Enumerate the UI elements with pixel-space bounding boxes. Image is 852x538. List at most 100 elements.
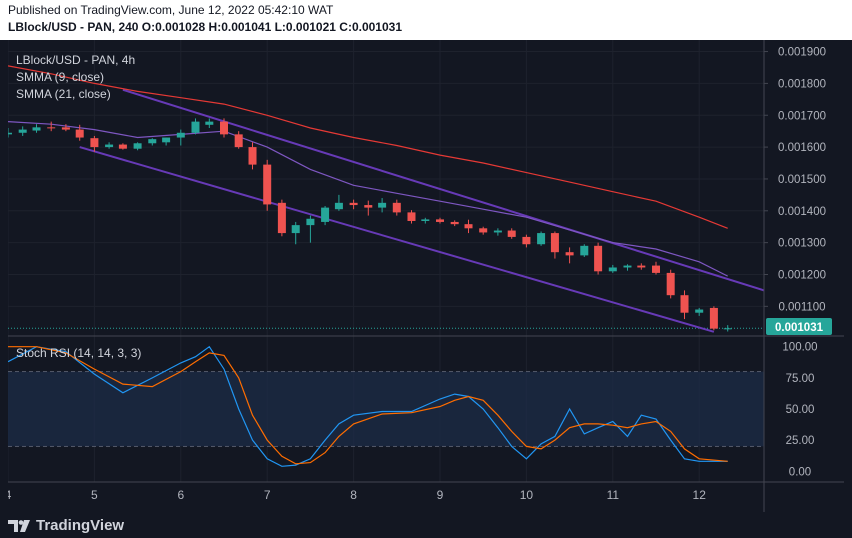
- x-tick-label: 6: [177, 488, 184, 502]
- candle-body: [32, 127, 41, 131]
- rsi-tick-label: 25.00: [786, 435, 815, 447]
- candle-body: [680, 295, 689, 313]
- candle-body: [90, 138, 99, 148]
- candle-body: [695, 309, 704, 313]
- candle-body: [464, 224, 473, 229]
- legend-symbol: LBlock/USD - PAN, 4h: [16, 53, 135, 67]
- candle-body: [364, 205, 373, 208]
- candle-body: [392, 202, 401, 213]
- candle-body: [565, 252, 574, 256]
- x-tick-label: 8: [350, 488, 357, 502]
- x-tick-label: 9: [437, 488, 444, 502]
- candle-body: [666, 272, 675, 296]
- publish-header: Published on TradingView.com, June 12, 2…: [0, 0, 852, 40]
- candle-body: [234, 134, 243, 148]
- candle-body: [162, 137, 171, 143]
- y-tick-label: 0.001500: [778, 174, 826, 186]
- x-tick-label: 11: [607, 488, 620, 502]
- candle-body: [537, 233, 546, 245]
- candle-body: [334, 202, 343, 210]
- channel-line: [122, 88, 765, 292]
- candle-body: [277, 202, 286, 234]
- candle-body: [450, 221, 459, 225]
- channel-line: [79, 146, 715, 333]
- candle-body: [291, 225, 300, 234]
- grid: [7, 40, 764, 482]
- stoch-d-line: [8, 346, 728, 465]
- smma21-line: [7, 65, 728, 229]
- chart-canvas[interactable]: 4 5 6 7 8 9 10 11 12 0.001900 0.001800 0.001700 0.00…: [4, 40, 844, 512]
- candle-body: [709, 307, 718, 329]
- candle-body: [436, 219, 444, 222]
- candle-body: [493, 230, 502, 233]
- candle-body: [407, 212, 416, 221]
- x-tick-label: 4: [8, 488, 12, 502]
- tradingview-logo-text: TradingView: [36, 517, 125, 534]
- published-line: Published on TradingView.com, June 12, 2…: [8, 3, 334, 17]
- candle-body: [248, 147, 257, 165]
- candle-body: [479, 228, 488, 233]
- candle-body: [623, 265, 632, 268]
- candle-body: [349, 202, 358, 206]
- x-tick-label: 7: [264, 488, 271, 502]
- candle-body: [723, 328, 732, 330]
- candle-body: [61, 127, 70, 130]
- y-tick-label: 0.001900: [778, 47, 826, 59]
- y-tick-label: 0.001600: [778, 142, 826, 154]
- candle-body: [378, 202, 387, 208]
- candle-body: [205, 121, 214, 125]
- x-tick-label: 5: [91, 488, 98, 502]
- candle-body: [75, 129, 84, 138]
- candle-body: [421, 219, 430, 221]
- legend-smma21: SMMA (21, close): [16, 87, 111, 101]
- footer: TradingView: [0, 512, 852, 538]
- tradingview-logo-icon: [8, 519, 30, 532]
- candle-body: [148, 139, 157, 144]
- candle-body: [263, 164, 272, 205]
- smma9-line: [7, 121, 728, 277]
- legend-smma9: SMMA (9, close): [16, 70, 104, 84]
- candle-body: [4, 132, 12, 135]
- rsi-tick-label: 0.00: [789, 466, 811, 478]
- candle-body: [637, 265, 646, 268]
- axes: 4 5 6 7 8 9 10 11 12 0.001900 0.001800 0.001700 0.00…: [5, 40, 844, 512]
- candle-body: [608, 267, 617, 272]
- rsi-band: [8, 371, 764, 447]
- candle-body: [47, 127, 56, 129]
- tradingview-logo[interactable]: TradingView: [8, 517, 124, 534]
- y-tick-label: 0.001400: [778, 206, 826, 218]
- rsi-tick-label: 100.00: [782, 342, 817, 354]
- stoch-rsi-lines: [7, 345, 728, 467]
- candle-body: [133, 143, 142, 149]
- candle-body: [550, 233, 559, 253]
- last-price-label: 0.001031: [775, 322, 824, 334]
- y-tick-label: 0.001200: [778, 269, 826, 281]
- candle-body: [507, 230, 516, 237]
- candles: [4, 118, 732, 332]
- legend-stoch-rsi: Stoch RSI (14, 14, 3, 3): [16, 346, 141, 360]
- candle-body: [118, 144, 127, 149]
- candle-body: [191, 121, 200, 133]
- candle-body: [321, 207, 330, 222]
- candle-body: [306, 218, 315, 226]
- y-tick-label: 0.001100: [778, 301, 825, 313]
- x-tick-label: 10: [520, 488, 534, 502]
- candle-body: [18, 129, 27, 133]
- candle-body: [652, 265, 660, 273]
- trend-channel: [79, 88, 765, 333]
- y-tick-label: 0.001300: [778, 238, 826, 250]
- rsi-tick-label: 75.00: [786, 373, 815, 385]
- candle-body: [580, 245, 589, 256]
- smma-lines: [7, 65, 728, 277]
- candle-body: [594, 245, 603, 272]
- x-tick-label: 12: [693, 488, 707, 502]
- chart-area[interactable]: 4 5 6 7 8 9 10 11 12 0.001900 0.001800 0.001700 0.00…: [4, 40, 844, 512]
- candle-body: [522, 236, 531, 245]
- ohlc-line: LBlock/USD - PAN, 240 O:0.001028 H:0.001…: [8, 20, 402, 34]
- candle-body: [105, 144, 114, 148]
- last-price-badge: [766, 318, 832, 335]
- rsi-tick-label: 50.00: [786, 404, 815, 416]
- y-tick-label: 0.001700: [778, 110, 826, 122]
- candle-body: [176, 132, 185, 138]
- y-tick-label: 0.001800: [778, 78, 826, 90]
